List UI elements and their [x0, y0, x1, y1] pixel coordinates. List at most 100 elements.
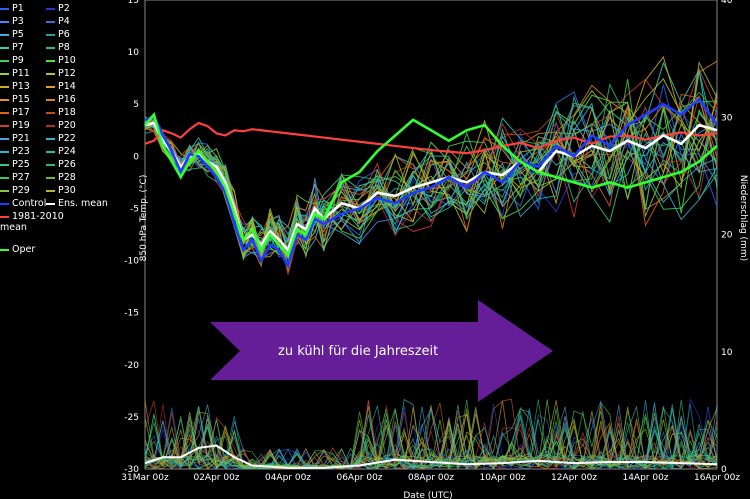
legend-swatch	[46, 163, 55, 166]
legend-label: P14	[58, 81, 76, 92]
legend-label: P8	[58, 42, 70, 53]
legend-swatch	[0, 20, 9, 23]
legend-label: P5	[12, 29, 24, 40]
precip-lines	[144, 397, 718, 470]
legend-label: P28	[58, 172, 76, 183]
legend-item-p20: P20	[46, 120, 76, 131]
member-line-p13	[144, 55, 718, 273]
precip-series-mean	[144, 444, 718, 469]
legend-label: Ens. mean	[58, 198, 108, 209]
plot-area	[144, 0, 718, 470]
x-tick-label: 12Apr 00z	[551, 473, 597, 483]
legend-item-p7: P7	[0, 42, 24, 53]
legend-label: Control	[12, 198, 47, 209]
legend-label: P27	[12, 172, 30, 183]
y-tick-label: -20	[124, 361, 139, 371]
legend-label: P22	[58, 133, 76, 144]
x-tick-label: 04Apr 00z	[265, 473, 311, 483]
member-line-p28	[144, 78, 718, 267]
y-tick-label: -30	[124, 465, 139, 475]
legend-swatch	[0, 33, 9, 36]
y-tick-label: -15	[124, 309, 139, 319]
member-line-p26	[144, 91, 718, 260]
legend-swatch	[0, 137, 9, 140]
precip-member-p22	[144, 404, 718, 470]
legend-label: P19	[12, 120, 30, 131]
legend-swatch	[0, 85, 9, 88]
legend-item-p8: P8	[46, 42, 70, 53]
y-axis-ticks: 15 10 5 0 -5 -10 -15 -20 -25 -30	[124, 0, 139, 475]
legend-item-p12: P12	[46, 68, 76, 79]
legend-item-p14: P14	[46, 81, 76, 92]
legend-swatch	[0, 124, 9, 127]
x-tick-label: 14Apr 00z	[622, 473, 668, 483]
legend-item-p5: P5	[0, 29, 24, 40]
plot-frame	[144, 0, 718, 470]
y2-tick-label: 20	[721, 231, 733, 241]
legend-item-p22: P22	[46, 133, 76, 144]
legend-swatch	[46, 98, 55, 101]
legend-label: P20	[58, 120, 76, 131]
y2-tick-label: 10	[721, 348, 733, 358]
legend-item-ens-mean: Ens. mean	[46, 198, 108, 209]
x-axis-label: Date (UTC)	[403, 491, 452, 499]
x-tick-label: 31Mar 00z	[121, 473, 169, 483]
precip-member-p26	[144, 399, 718, 470]
legend-item-p10: P10	[46, 55, 76, 66]
legend-item-p1: P1	[0, 3, 24, 14]
y2-tick-label: 40	[721, 0, 733, 6]
legend-label: P12	[58, 68, 76, 79]
y-tick-label: 5	[133, 100, 139, 110]
legend-item-p9: P9	[0, 55, 24, 66]
legend-swatch	[0, 98, 9, 101]
legend-item-p23: P23	[0, 146, 30, 157]
legend-item-p27: P27	[0, 172, 30, 183]
legend-label: P30	[58, 185, 76, 196]
member-line-p21	[144, 119, 718, 253]
x-tick-label: 10Apr 00z	[479, 473, 525, 483]
legend-swatch	[46, 137, 55, 140]
legend-swatch	[46, 59, 55, 62]
legend-item-p19: P19	[0, 120, 30, 131]
y2-tick-label: 30	[721, 113, 733, 123]
series-control	[144, 97, 719, 270]
y-axis-label: 850 hPa Temp. (°C)	[139, 175, 149, 262]
legend-swatch	[46, 85, 55, 88]
legend-item-p2: P2	[46, 3, 70, 14]
legend-item-control: Control	[0, 198, 46, 209]
legend-label: P23	[12, 146, 30, 157]
legend-label: P29	[12, 185, 30, 196]
y-tick-label: -25	[124, 413, 139, 423]
member-line-p4	[144, 91, 718, 257]
legend-item-p11: P11	[0, 68, 30, 79]
legend-label: P25	[12, 159, 30, 170]
legend-label: P21	[12, 133, 30, 144]
legend-swatch	[46, 20, 55, 23]
legend-item-p3: P3	[0, 16, 24, 27]
legend-swatch	[0, 163, 9, 166]
legend-item-p17: P17	[0, 107, 30, 118]
legend-swatch	[0, 189, 9, 192]
temp-lines	[144, 55, 719, 275]
legend-label: P16	[58, 94, 76, 105]
legend-label: P13	[12, 81, 30, 92]
legend-label: P3	[12, 16, 24, 27]
series-1981-2010-mean	[144, 121, 718, 155]
y-tick-label: -5	[130, 204, 139, 214]
legend-item-p13: P13	[0, 81, 30, 92]
legend-swatch	[46, 72, 55, 75]
x-tick-label: 16Apr 00z	[694, 473, 740, 483]
x-tick-label: 06Apr 00z	[336, 473, 382, 483]
legend-label: P15	[12, 94, 30, 105]
legend-item-p28: P28	[46, 172, 76, 183]
legend-label: P24	[58, 146, 76, 157]
trend-arrow	[210, 300, 553, 402]
legend-item-p4: P4	[46, 16, 70, 27]
legend-label: Oper	[12, 244, 36, 255]
legend-swatch	[0, 215, 9, 218]
y2-tick-label: 0	[721, 465, 727, 475]
legend-label: P7	[12, 42, 24, 53]
legend-label: P11	[12, 68, 30, 79]
legend-item-p24: P24	[46, 146, 76, 157]
